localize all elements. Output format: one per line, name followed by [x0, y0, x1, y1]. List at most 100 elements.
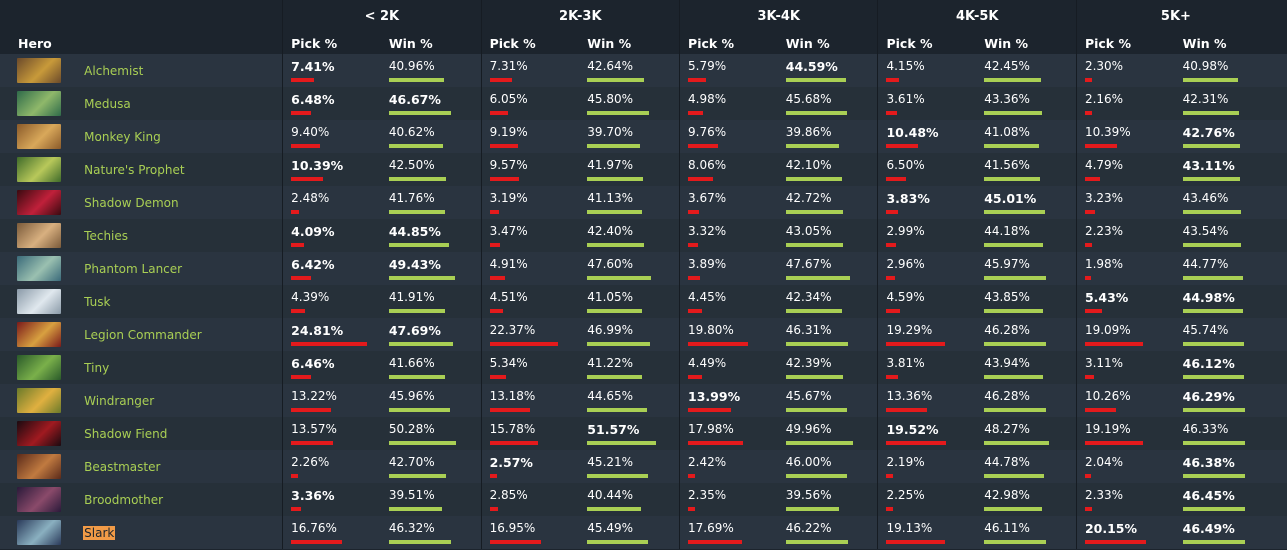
row-end	[1275, 186, 1287, 219]
win-rate-value: 46.28%	[984, 323, 1030, 337]
bracket-header[interactable]: 3K-4K	[679, 0, 878, 33]
pick-column-header[interactable]: Pick %	[679, 33, 778, 54]
pick-rate-value: 3.47%	[489, 224, 528, 238]
win-rate-value: 41.08%	[984, 125, 1030, 139]
pick-rate-value: 13.18%	[489, 389, 536, 403]
pick-rate-bar	[886, 111, 968, 115]
win-rate-value: 40.98%	[1182, 59, 1229, 73]
win-rate-value: 41.56%	[984, 158, 1030, 172]
hero-row[interactable]: Monkey King 9.40% 40.62% 9.19% 39.70% 9.76% 39…	[0, 120, 1287, 153]
bracket-header[interactable]: 5K+	[1075, 0, 1275, 33]
pick-rate-cell: 4.51%	[480, 285, 580, 318]
bracket-header[interactable]: 2K-3K	[480, 0, 680, 33]
hero-row[interactable]: Alchemist 7.41% 40.96% 7.31% 42.64% 5.79% 44.5…	[0, 54, 1287, 87]
pick-rate-cell: 3.19%	[480, 186, 580, 219]
pick-rate-bar	[886, 540, 968, 544]
win-rate-value: 44.85%	[388, 224, 441, 239]
hero-name-link[interactable]: Alchemist	[84, 63, 144, 78]
pick-column-header[interactable]: Pick %	[480, 33, 580, 54]
pick-rate-bar-fill	[886, 342, 946, 346]
pick-column-header[interactable]: Pick %	[877, 33, 977, 54]
hero-row[interactable]: Phantom Lancer 6.42% 49.43% 4.91% 47.60% 3.89…	[0, 252, 1287, 285]
pick-rate-bar	[688, 342, 770, 346]
win-rate-cell: 41.56%	[976, 153, 1076, 186]
monkey-king-portrait[interactable]	[17, 124, 61, 149]
win-rate-cell: 44.77%	[1175, 252, 1275, 285]
hero-row[interactable]: Medusa 6.48% 46.67% 6.05% 45.80% 4.98% 45.68% 3…	[0, 87, 1287, 120]
shadow-demon-portrait[interactable]	[17, 190, 61, 215]
hero-name-link[interactable]: Tusk	[84, 294, 111, 309]
hero-name-link[interactable]: Shadow Fiend	[84, 426, 168, 441]
win-rate-bar	[1182, 276, 1265, 280]
natures-prophet-portrait[interactable]	[17, 157, 61, 182]
hero-row[interactable]: Tusk 4.39% 41.91% 4.51% 41.05% 4.45% 42.34% 4.5…	[0, 285, 1287, 318]
win-rate-cell: 43.05%	[778, 219, 878, 252]
pick-rate-value: 7.31%	[489, 59, 528, 73]
hero-row[interactable]: Windranger 13.22% 45.96% 13.18% 44.65% 13.99%…	[0, 384, 1287, 417]
broodmother-portrait[interactable]	[17, 487, 61, 512]
bracket-header[interactable]: 4K-5K	[877, 0, 1077, 33]
pick-column-header[interactable]: Pick %	[282, 33, 381, 54]
tiny-portrait[interactable]	[17, 355, 61, 380]
win-rate-cell: 45.67%	[778, 384, 878, 417]
win-column-header[interactable]: Win %	[380, 33, 482, 54]
hero-row[interactable]: Broodmother 3.36% 39.51% 2.85% 40.44% 2.35% 39…	[0, 483, 1287, 516]
hero-row[interactable]: Legion Commander 24.81% 47.69% 22.37% 46.99%…	[0, 318, 1287, 351]
hero-row[interactable]: Techies 4.09% 44.85% 3.47% 42.40% 3.32% 43.05%…	[0, 219, 1287, 252]
win-column-header[interactable]: Win %	[579, 33, 680, 54]
hero-name-link[interactable]: Monkey King	[84, 129, 161, 144]
win-rate-bar	[388, 342, 471, 346]
win-column-header[interactable]: Win %	[777, 33, 878, 54]
hero-name-link[interactable]: Shadow Demon	[84, 195, 179, 210]
tusk-portrait[interactable]	[17, 289, 61, 314]
techies-portrait[interactable]	[17, 223, 61, 248]
win-rate-cell: 41.05%	[579, 285, 679, 318]
win-rate-bar	[785, 276, 868, 280]
hero-name-link[interactable]: Techies	[84, 228, 129, 243]
hero-row[interactable]: Beastmaster 2.26% 42.70% 2.57% 45.21% 2.42% 46…	[0, 450, 1287, 483]
win-rate-value: 44.77%	[1182, 257, 1229, 271]
hero-name-link[interactable]: Medusa	[84, 96, 131, 111]
slark-portrait[interactable]	[17, 520, 61, 545]
pick-rate-bar-fill	[688, 507, 696, 511]
pick-rate-bar	[688, 441, 770, 445]
hero-name-link[interactable]: Windranger	[84, 393, 155, 408]
legion-commander-portrait[interactable]	[17, 322, 61, 347]
hero-name-link[interactable]: Beastmaster	[84, 459, 161, 474]
win-column-header[interactable]: Win %	[1174, 33, 1275, 54]
win-rate-bar	[587, 474, 669, 478]
win-rate-bar	[1182, 78, 1265, 82]
win-rate-bar	[587, 342, 669, 346]
hero-name-link[interactable]: Slark	[83, 525, 116, 540]
hero-name-link[interactable]: Tiny	[84, 360, 110, 375]
win-rate-value: 45.80%	[587, 92, 634, 106]
hero-name-link[interactable]: Legion Commander	[84, 327, 202, 342]
pick-rate-bar-fill	[886, 243, 896, 247]
hero-row[interactable]: Shadow Demon 2.48% 41.76% 3.19% 41.13% 3.67% 4…	[0, 186, 1287, 219]
bracket-header[interactable]: < 2K	[282, 0, 482, 33]
hero-row[interactable]: Slark 16.76% 46.32% 16.95% 45.49% 17.69% 46.22…	[0, 516, 1287, 549]
pick-rate-bar-fill	[291, 111, 311, 115]
hero-name-link[interactable]: Broodmother	[84, 492, 164, 507]
win-rate-bar-fill	[587, 144, 641, 148]
hero-column-header[interactable]: Hero	[0, 33, 283, 54]
pick-column-header[interactable]: Pick %	[1075, 33, 1175, 54]
windranger-portrait[interactable]	[17, 388, 61, 413]
pick-rate-bar	[1084, 474, 1167, 478]
hero-row[interactable]: Tiny 6.46% 41.66% 5.34% 41.22% 4.49% 42.39% 3.8…	[0, 351, 1287, 384]
win-rate-bar-fill	[388, 309, 446, 313]
hero-row[interactable]: Nature's Prophet 10.39% 42.50% 9.57% 41.97% 8…	[0, 153, 1287, 186]
phantom-lancer-portrait[interactable]	[17, 256, 61, 281]
win-rate-bar	[587, 309, 669, 313]
win-rate-value: 44.65%	[587, 389, 634, 403]
shadow-fiend-portrait[interactable]	[17, 421, 61, 446]
pick-rate-bar	[489, 474, 572, 478]
beastmaster-portrait[interactable]	[17, 454, 61, 479]
win-column-header[interactable]: Win %	[976, 33, 1077, 54]
hero-row[interactable]: Shadow Fiend 13.57% 50.28% 15.78% 51.57% 17.9…	[0, 417, 1287, 450]
medusa-portrait[interactable]	[17, 91, 61, 116]
alchemist-portrait[interactable]	[17, 58, 61, 83]
hero-name-link[interactable]: Phantom Lancer	[84, 261, 183, 276]
win-rate-bar-fill	[587, 309, 643, 313]
hero-name-link[interactable]: Nature's Prophet	[84, 162, 185, 177]
